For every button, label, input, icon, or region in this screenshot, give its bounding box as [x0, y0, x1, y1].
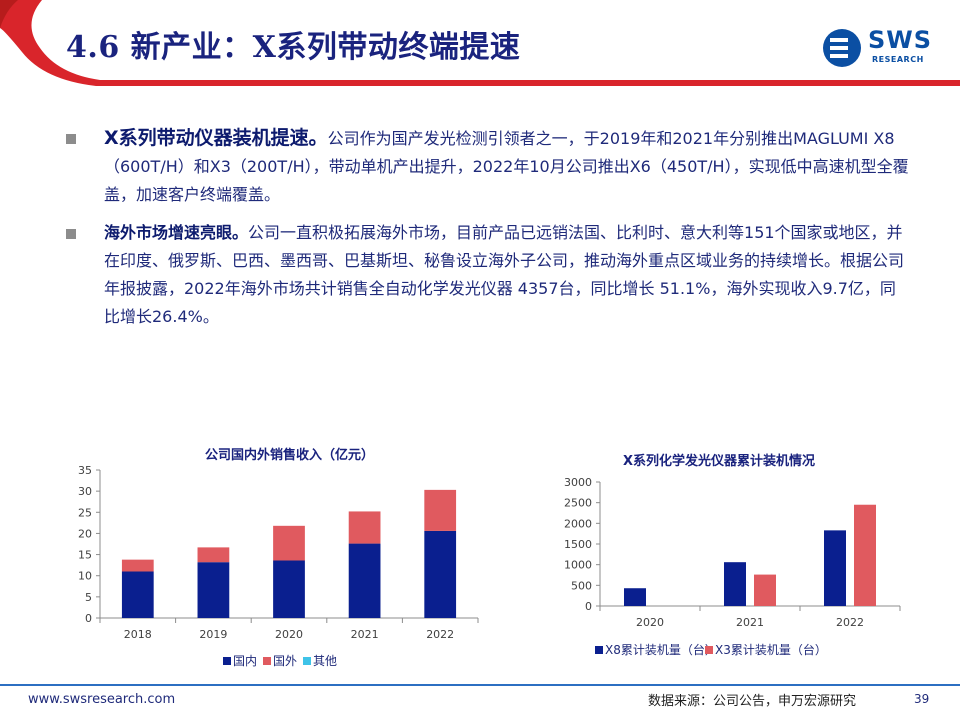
y-tick-label: 0 [585, 600, 592, 613]
bullet-item: X系列带动仪器装机提速。公司作为国产发光检测引领者之一，于2019年和2021年… [66, 124, 910, 209]
bar [624, 588, 646, 606]
bar-segment [197, 547, 230, 563]
sws-logo-icon [823, 29, 861, 67]
legend-swatch [303, 657, 311, 665]
bar-segment [348, 511, 381, 544]
bar-segment [121, 571, 154, 618]
square-bullet-icon [66, 134, 76, 144]
y-tick-label: 1500 [564, 538, 592, 551]
x-tick-label: 2019 [199, 628, 227, 641]
chart-title: 公司国内外销售收入（亿元） [205, 448, 375, 463]
revenue-chart: 公司国内外销售收入（亿元） 0 5 10 15 20 25 30 35 2018 2019 2020… [60, 440, 480, 680]
x-tick-label: 2022 [426, 628, 454, 641]
y-tick-label: 2500 [564, 497, 592, 510]
legend-label: 其他 [313, 654, 337, 668]
bar-segment [424, 530, 457, 618]
bar [724, 562, 746, 606]
y-tick-label: 20 [78, 527, 92, 540]
installation-chart-svg: 0 500 1000 1500 2000 2500 3000 2020 2021 2022 X8累计… [564, 476, 901, 657]
legend-swatch [263, 657, 271, 665]
bar-segment [197, 562, 230, 618]
bar-segment [273, 560, 305, 618]
x-tick-label: 2021 [736, 616, 764, 629]
legend-label: 国外 [273, 654, 297, 668]
y-tick-label: 3000 [564, 476, 592, 489]
header-red-swoosh [0, 0, 960, 86]
bar-segment [273, 525, 305, 561]
y-tick-label: 15 [78, 549, 92, 562]
bullet-lead: X系列带动仪器装机提速。 [104, 127, 328, 149]
legend-swatch [705, 646, 713, 654]
footer-source: 数据来源：公司公告，申万宏源研究 [648, 694, 857, 709]
x-tick-label: 2022 [836, 616, 864, 629]
installation-chart: X系列化学发光仪器累计装机情况 0 500 1000 1500 2000 2500 3000… [545, 440, 945, 680]
bullet-body: 公司作为国产发光检测引领者之一，于2019年和2021年分别推出MAGLUMI … [104, 129, 909, 204]
x-tick-label: 2020 [275, 628, 303, 641]
legend-label: X3累计装机量（台） [715, 642, 827, 657]
square-bullet-icon [66, 229, 76, 239]
bar [754, 574, 776, 606]
y-tick-label: 35 [78, 464, 92, 477]
sws-logo: SWS RESEARCH [822, 26, 942, 70]
logo-subtext: RESEARCH [872, 55, 924, 64]
y-tick-label: 1000 [564, 559, 592, 572]
x-tick-label: 2018 [124, 628, 152, 641]
logo-text: SWS [868, 26, 933, 54]
bar [824, 530, 846, 606]
revenue-chart-svg: 0 5 10 15 20 25 30 35 2018 2019 2020 2021 2022 国内 国外 其他 [78, 464, 479, 668]
bar-segment [121, 559, 154, 572]
footer-divider [0, 684, 960, 686]
y-tick-label: 0 [85, 612, 92, 625]
legend-swatch [595, 646, 603, 654]
y-tick-label: 2000 [564, 517, 592, 530]
footer-url[interactable]: www.swsresearch.com [28, 692, 176, 707]
y-tick-label: 5 [85, 591, 92, 604]
bullet-item: 海外市场增速亮眼。公司一直积极拓展海外市场，目前产品已远销法国、比利时、意大利等… [66, 219, 910, 331]
x-tick-label: 2021 [351, 628, 379, 641]
x-tick-label: 2020 [636, 616, 664, 629]
bullet-body: 公司一直积极拓展海外市场，目前产品已远销法国、比利时、意大利等151个国家或地区… [104, 223, 905, 326]
bar [854, 504, 876, 606]
legend-swatch [223, 657, 231, 665]
legend-label: 国内 [233, 654, 257, 668]
slide-header: 4.6 新产业：X系列带动终端提速 SWS RESEARCH [0, 0, 960, 86]
page-number: 39 [914, 692, 930, 706]
bar-segment [424, 489, 457, 531]
chart-title: X系列化学发光仪器累计装机情况 [623, 454, 816, 469]
bar-segment [348, 543, 381, 618]
y-tick-label: 500 [571, 579, 592, 592]
legend-label: X8累计装机量（台） [605, 642, 717, 657]
y-tick-label: 10 [78, 570, 92, 583]
bullet-lead: 海外市场增速亮眼。 [104, 223, 249, 242]
y-tick-label: 25 [78, 506, 92, 519]
y-tick-label: 30 [78, 485, 92, 498]
page-title: 4.6 新产业：X系列带动终端提速 [66, 30, 521, 65]
bullet-list: X系列带动仪器装机提速。公司作为国产发光检测引领者之一，于2019年和2021年… [66, 124, 910, 341]
